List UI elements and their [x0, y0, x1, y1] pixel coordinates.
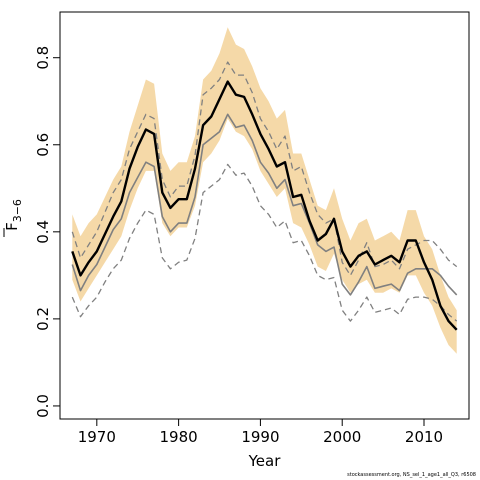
y-tick-label: 0.6 — [34, 133, 52, 157]
comparison-lower-dashed-line — [71, 163, 458, 322]
estimate-line — [71, 80, 458, 331]
y-axis-title-main: F — [3, 222, 21, 231]
y-tick-label: 0.4 — [34, 220, 52, 244]
y-axis-title: F3−6 — [3, 199, 24, 237]
x-tick-label: 2000 — [323, 428, 361, 446]
y-tick-label: 0.8 — [34, 46, 52, 70]
confidence-band-layer — [72, 27, 457, 354]
confidence-band — [72, 27, 457, 354]
x-tick-label: 1970 — [78, 428, 116, 446]
comparison-line — [71, 113, 458, 296]
footer-credit: stockassessment.org, NS_sel_1_age1_all_Q… — [347, 472, 476, 478]
y-axis-title-subscript: 3−6 — [11, 199, 24, 222]
x-axis-title: Year — [248, 452, 282, 470]
y-axis: 0.0 0.2 0.4 0.6 0.8 — [34, 46, 61, 418]
y-tick-label: 0.0 — [34, 394, 52, 418]
x-tick-label: 1990 — [241, 428, 279, 446]
svg-text:F3−6: F3−6 — [3, 199, 24, 231]
series-lines-layer — [71, 61, 458, 331]
x-tick-label: 1980 — [160, 428, 198, 446]
x-axis: 1970 1980 1990 2000 2010 — [78, 418, 443, 446]
y-tick-label: 0.2 — [34, 307, 52, 331]
x-tick-label: 2010 — [405, 428, 443, 446]
comparison-upper-dashed-line — [71, 61, 458, 277]
